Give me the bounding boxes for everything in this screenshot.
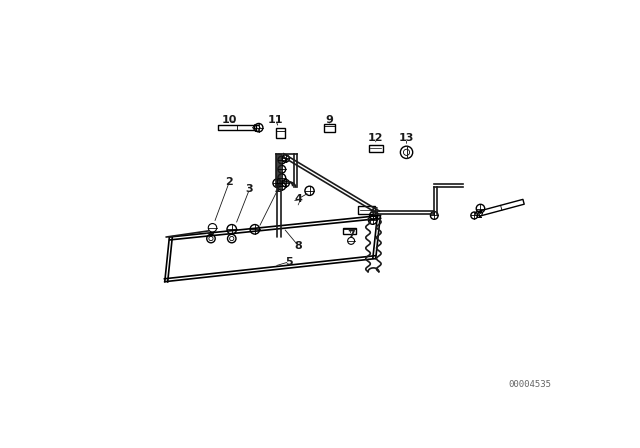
Text: 13: 13 [399,134,414,143]
Text: 11: 11 [268,115,284,125]
Text: 2: 2 [225,177,234,186]
Text: 6: 6 [371,207,378,217]
Bar [276,129,285,138]
Text: 8: 8 [295,241,303,251]
Text: 12: 12 [368,134,383,143]
Text: 7: 7 [348,230,355,241]
Bar [324,124,335,132]
Text: 10: 10 [221,115,237,125]
Text: 9: 9 [326,115,333,125]
Text: 5: 5 [285,257,293,267]
Text: 1: 1 [274,184,282,194]
Text: 00004535: 00004535 [508,380,551,389]
Text: 4: 4 [295,194,303,203]
Bar [342,228,356,234]
Text: 3: 3 [246,184,253,194]
Bar [358,206,375,214]
Bar [369,145,383,152]
